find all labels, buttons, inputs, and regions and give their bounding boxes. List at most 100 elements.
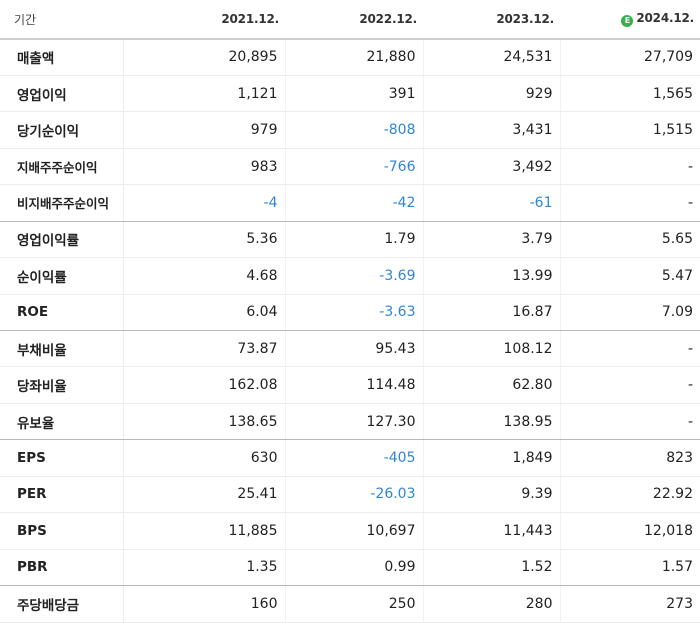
table-cell: 11,885 (123, 512, 286, 550)
table-cell: 983 (123, 148, 286, 186)
table-cell: 138.65 (123, 403, 286, 441)
table-cell: - (560, 148, 700, 186)
table-cell: 1,565 (560, 75, 700, 113)
table-cell: 3,492 (423, 148, 561, 186)
table-cell: 162.08 (123, 366, 286, 404)
table-cell: 929 (423, 75, 561, 113)
table-cell: 3.79 (423, 221, 561, 259)
table-cell: -405 (285, 439, 424, 477)
table-cell: 391 (285, 75, 424, 113)
table-row: 비지배주주순이익 -4 -42 -61- (0, 184, 700, 222)
table-cell: - (560, 184, 700, 222)
row-label: 주당배당금 (0, 585, 124, 623)
row-label: 당좌비율 (0, 366, 124, 404)
column-header-2024-label: 2024.12. (636, 11, 694, 25)
table-cell: 21,880 (285, 39, 424, 76)
table-cell: 11,443 (423, 512, 561, 550)
table-cell: - (560, 330, 700, 368)
table-cell: 1.57 (560, 549, 700, 587)
table-row: 부채비율 73.87 95.43 108.12- (0, 330, 700, 368)
table-cell: 22.92 (560, 476, 700, 514)
header-row: 기간 2021.12. 2022.12. 2023.12. E 2024.12. (0, 0, 700, 40)
table-cell: 630 (123, 439, 286, 477)
table-cell: -766 (285, 148, 424, 186)
table-row: 당좌비율 162.08 114.48 62.80- (0, 366, 700, 404)
table-cell: 12,018 (560, 512, 700, 550)
table-cell: 73.87 (123, 330, 286, 368)
table-cell: 6.04 (123, 294, 286, 332)
table-cell: 62.80 (423, 366, 561, 404)
column-header-2023: 2023.12. (423, 0, 560, 40)
table-cell: 9.39 (423, 476, 561, 514)
table-cell: 823 (560, 439, 700, 477)
table-cell: 127.30 (285, 403, 424, 441)
column-header-2021: 2021.12. (123, 0, 285, 40)
row-label: ROE (0, 294, 124, 332)
table-cell: 10,697 (285, 512, 424, 550)
column-header-2022: 2022.12. (285, 0, 423, 40)
table-cell: -3.69 (285, 257, 424, 295)
table-row: 매출액 20,895 21,880 24,531 27,709 (0, 39, 700, 76)
row-label: 지배주주순이익 (0, 148, 124, 186)
table-row: 영업이익률 5.36 1.79 3.79 5.65 (0, 221, 700, 259)
table-cell: 979 (123, 111, 286, 149)
table-cell: -3.63 (285, 294, 424, 332)
row-label: 부채비율 (0, 330, 124, 368)
table-cell: 280 (423, 585, 561, 623)
table-cell: 1.52 (423, 549, 561, 587)
table-row: BPS 11,885 10,697 11,443 12,018 (0, 512, 700, 550)
table-cell: 16.87 (423, 294, 561, 332)
table-cell: 250 (285, 585, 424, 623)
row-label: 순이익률 (0, 257, 124, 295)
table-cell: 138.95 (423, 403, 561, 441)
table-row: 순이익률 4.68 -3.69 13.99 5.47 (0, 257, 700, 295)
row-label: 영업이익률 (0, 221, 124, 259)
estimate-icon: E (621, 15, 634, 27)
period-header: 기간 (0, 0, 123, 40)
table-cell: 27,709 (560, 39, 700, 76)
table-cell: 1,121 (123, 75, 286, 113)
row-label: 매출액 (0, 39, 124, 76)
table-row: 유보율 138.65 127.30 138.95- (0, 403, 700, 441)
table-cell: 25.41 (123, 476, 286, 514)
table-cell: 95.43 (285, 330, 424, 368)
table-cell: 273 (560, 585, 700, 623)
table-cell: 5.36 (123, 221, 286, 259)
column-header-2024-estimate: E 2024.12. (560, 0, 700, 40)
table-cell: 1.79 (285, 221, 424, 259)
row-label: PER (0, 476, 124, 514)
table-cell: -26.03 (285, 476, 424, 514)
table-cell: 5.65 (560, 221, 700, 259)
table-cell: 13.99 (423, 257, 561, 295)
table-cell: 4.68 (123, 257, 286, 295)
table-row: PBR 1.35 0.99 1.52 1.57 (0, 549, 700, 587)
row-label: 당기순이익 (0, 111, 124, 149)
table-cell: 7.09 (560, 294, 700, 332)
table-cell: - (560, 366, 700, 404)
table-cell: -42 (285, 184, 424, 222)
table-row: ROE 6.04 -3.63 16.87 7.09 (0, 294, 700, 332)
table-cell: -4 (123, 184, 286, 222)
table-cell: 160 (123, 585, 286, 623)
row-label: 영업이익 (0, 75, 124, 113)
table-cell: 1,849 (423, 439, 561, 477)
row-label: 유보율 (0, 403, 124, 441)
table-cell: 1.35 (123, 549, 286, 587)
row-label: PBR (0, 549, 124, 587)
table-cell: 1,515 (560, 111, 700, 149)
table-row: 당기순이익 979 -808 3,431 1,515 (0, 111, 700, 149)
table-row: PER 25.41 -26.03 9.39 22.92 (0, 476, 700, 514)
table-cell: 20,895 (123, 39, 286, 76)
table-cell: 108.12 (423, 330, 561, 368)
table-row: 주당배당금 160 250 280 273 (0, 585, 700, 623)
table-cell: 24,531 (423, 39, 561, 76)
table-row: 지배주주순이익 983 -766 3,492- (0, 148, 700, 186)
table-cell: -61 (423, 184, 561, 222)
row-label: BPS (0, 512, 124, 550)
table-row: 영업이익 1,121 391 929 1,565 (0, 75, 700, 113)
table-cell: - (560, 403, 700, 441)
table-cell: 0.99 (285, 549, 424, 587)
row-label: 비지배주주순이익 (0, 184, 124, 222)
table-cell: 114.48 (285, 366, 424, 404)
